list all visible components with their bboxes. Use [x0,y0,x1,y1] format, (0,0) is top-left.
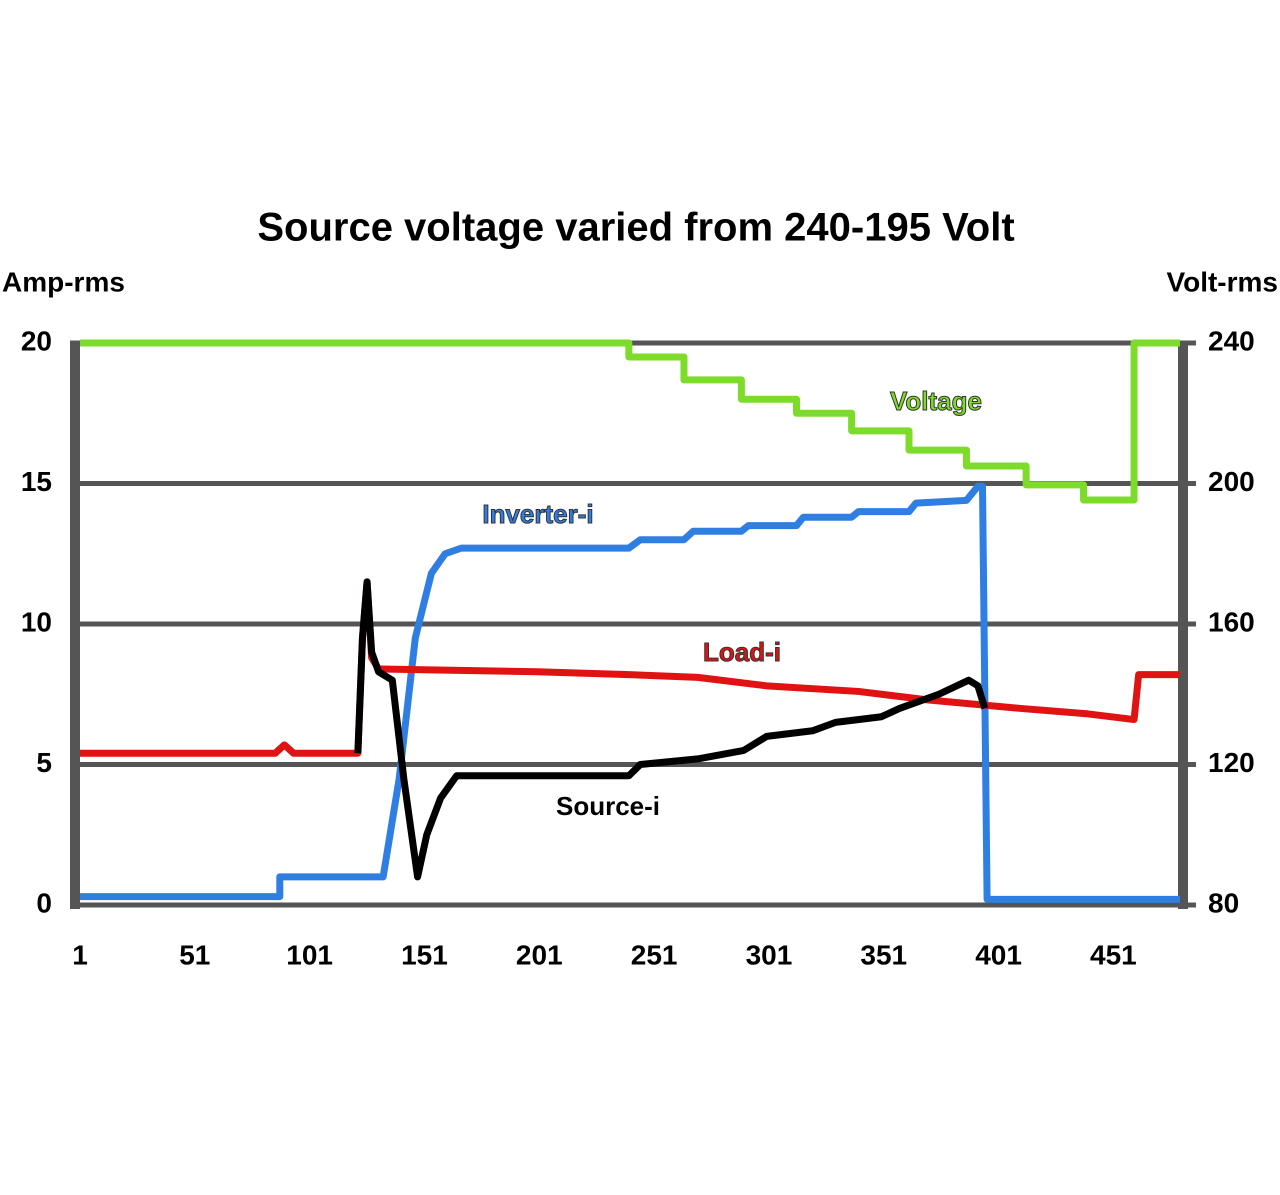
y-tick-label: 0 [36,887,52,918]
y2-tick-label: 80 [1208,887,1239,918]
series-line [80,482,1180,903]
y2-axis-label: Volt-rms [1167,266,1279,297]
series-label: Source-i [556,791,660,821]
x-tick-label: 51 [179,939,210,970]
y-tick-label: 15 [21,466,52,497]
series-line [354,578,989,881]
y-axis-label: Amp-rms [2,266,125,297]
x-tick-label: 401 [975,939,1022,970]
chart-title: Source voltage varied from 240-195 Volt [257,206,1014,250]
y-tick-label: 5 [36,747,52,778]
y2-tick-label: 160 [1208,606,1255,637]
series-label: Load-i [703,637,781,667]
x-tick-label: 451 [1090,939,1137,970]
x-tick-label: 1 [72,939,88,970]
series-line [80,578,1180,757]
y-tick-label: 10 [21,606,52,637]
x-tick-label: 101 [286,939,333,970]
y2-tick-label: 240 [1208,325,1255,356]
x-tick-label: 251 [631,939,678,970]
y2-tick-label: 120 [1208,747,1255,778]
x-tick-label: 301 [746,939,793,970]
series-label: Voltage [890,386,982,416]
y-tick-label: 20 [21,325,52,356]
x-tick-label: 151 [401,939,448,970]
series-line [80,339,1180,504]
x-tick-label: 201 [516,939,563,970]
series-label: Inverter-i [482,499,593,529]
y2-tick-label: 200 [1208,466,1255,497]
x-tick-label: 351 [860,939,907,970]
